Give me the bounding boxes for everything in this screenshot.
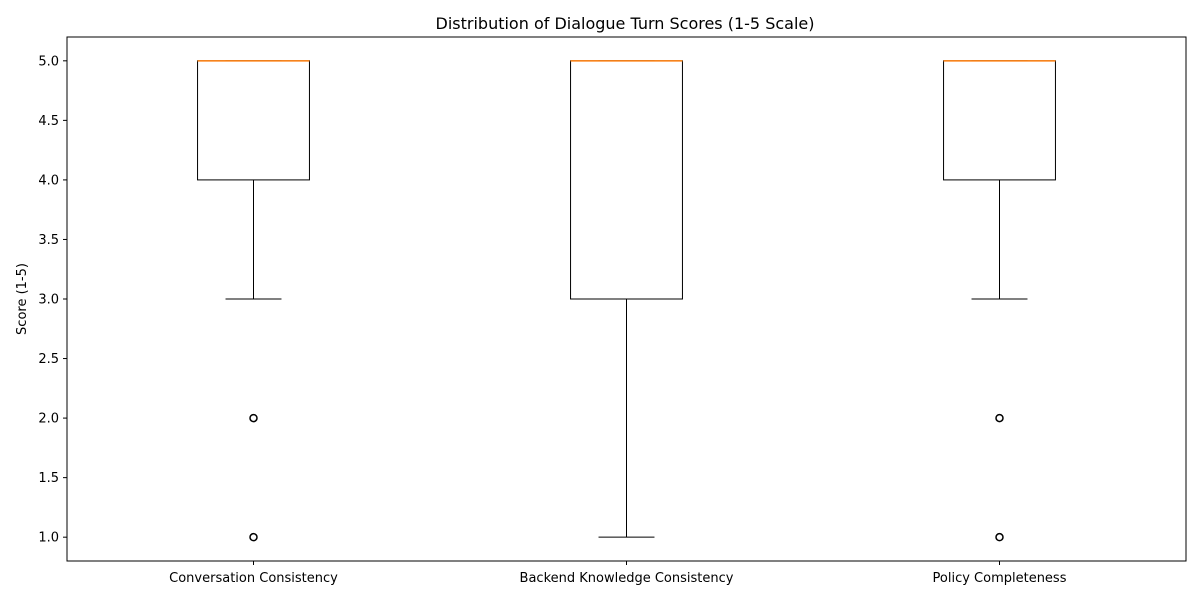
y-tick-label: 2.5 [38, 352, 59, 367]
x-tick-label: Backend Knowledge Consistency [520, 571, 734, 586]
box-iqr [197, 60, 310, 181]
y-tick-label: 4.5 [38, 114, 59, 129]
outlier-point [249, 532, 258, 542]
box-iqr [570, 60, 683, 300]
outlier-point [995, 413, 1004, 423]
y-tick-label: 3.0 [38, 293, 59, 308]
x-tick-label: Policy Completeness [933, 571, 1067, 586]
outlier-point [249, 413, 258, 423]
y-tick-label: 4.0 [38, 173, 59, 188]
x-tick-label: Conversation Consistency [169, 571, 338, 586]
plot-area: 1.0 1.5 2.0 2.5 3.0 3.5 4.0 4.5 5.0 Conversation … [38, 36, 1187, 586]
y-tick-label: 2.0 [38, 412, 59, 427]
y-tick-label: 5.0 [38, 54, 59, 69]
y-tick-label: 1.0 [38, 531, 59, 546]
y-tick-label: 3.5 [38, 233, 59, 248]
chart-title: Distribution of Dialogue Turn Scores (1-… [436, 14, 815, 33]
box-iqr [943, 60, 1056, 181]
outlier-point [995, 532, 1004, 542]
y-axis-label: Score (1-5) [15, 263, 30, 335]
y-tick-label: 1.5 [38, 471, 59, 486]
